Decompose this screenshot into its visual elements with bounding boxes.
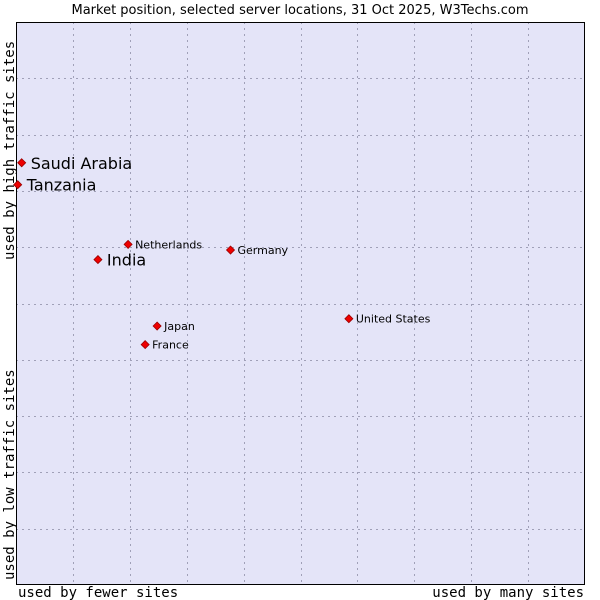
point-label-saudi-arabia: Saudi Arabia bbox=[31, 154, 133, 173]
point-marker-india bbox=[93, 255, 103, 265]
point-marker-united-states bbox=[344, 314, 354, 324]
plot-area bbox=[16, 22, 585, 585]
data-points: Saudi Arabia Tanzania Netherlands Germany In… bbox=[13, 154, 431, 352]
x-axis-label-right: used by many sites bbox=[432, 585, 584, 600]
y-axis-label-top: used by high traffic sites bbox=[2, 41, 18, 260]
y-axis-label-bottom: used by low traffic sites bbox=[2, 369, 18, 580]
point-label-netherlands: Netherlands bbox=[135, 238, 202, 251]
point-marker-tanzania bbox=[13, 180, 23, 190]
point-marker-france bbox=[140, 340, 150, 350]
point-label-france: France bbox=[152, 339, 189, 352]
point-label-india: India bbox=[107, 251, 146, 270]
point-marker-netherlands bbox=[123, 239, 133, 249]
point-label-tanzania: Tanzania bbox=[26, 176, 97, 195]
plot-frame bbox=[16, 22, 585, 585]
point-marker-saudi-arabia bbox=[17, 158, 27, 168]
point-label-germany: Germany bbox=[238, 244, 289, 257]
point-label-japan: Japan bbox=[163, 320, 195, 333]
point-marker-germany bbox=[225, 245, 236, 255]
x-axis-label-left: used by fewer sites bbox=[18, 585, 178, 600]
grid-lines bbox=[16, 22, 585, 585]
point-label-united-states: United States bbox=[356, 313, 431, 326]
chart-title: Market position, selected server locatio… bbox=[71, 3, 528, 18]
point-marker-japan bbox=[152, 321, 162, 331]
